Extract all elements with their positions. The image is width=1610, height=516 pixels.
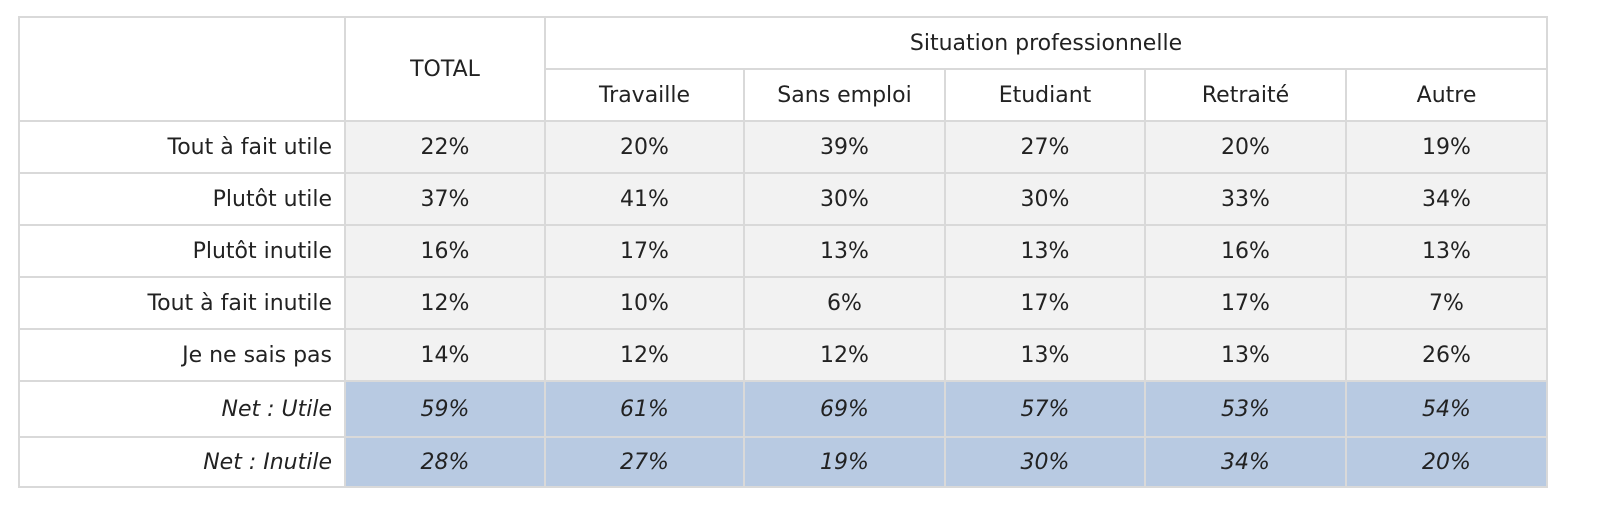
value-cell: 13% (743, 224, 946, 278)
value-cell: 30% (743, 172, 946, 226)
column-header: Travaille (544, 68, 745, 122)
value-cell: 69% (743, 380, 946, 438)
row-label: Net : Utile (18, 380, 346, 438)
total-value-cell: 14% (344, 328, 546, 382)
row-label: Plutôt inutile (18, 224, 346, 278)
total-header: TOTAL (344, 16, 546, 122)
total-value-cell: 22% (344, 120, 546, 174)
total-value-cell: 16% (344, 224, 546, 278)
column-header: Sans emploi (743, 68, 946, 122)
value-cell: 34% (1144, 436, 1347, 488)
value-cell: 39% (743, 120, 946, 174)
value-cell: 54% (1345, 380, 1548, 438)
total-value-cell: 12% (344, 276, 546, 330)
survey-table: TOTAL Situation professionnelle Travaill… (18, 16, 1548, 488)
column-header: Etudiant (944, 68, 1146, 122)
value-cell: 13% (1144, 328, 1347, 382)
table-row: Tout à fait utile 22% 20% 39% 27% 20% 19% (18, 120, 1548, 174)
total-value-cell: 37% (344, 172, 546, 226)
value-cell: 30% (944, 172, 1146, 226)
table-body: Tout à fait utile 22% 20% 39% 27% 20% 19% Plutô… (18, 120, 1548, 488)
net-row: Net : Utile 59% 61% 69% 57% 53% 54% (18, 380, 1548, 438)
row-label: Net : Inutile (18, 436, 346, 488)
value-cell: 61% (544, 380, 745, 438)
value-cell: 41% (544, 172, 745, 226)
column-header: Autre (1345, 68, 1548, 122)
group-header: Situation professionnelle (544, 16, 1548, 70)
value-cell: 17% (1144, 276, 1347, 330)
total-value-cell: 28% (344, 436, 546, 488)
value-cell: 33% (1144, 172, 1347, 226)
row-label: Plutôt utile (18, 172, 346, 226)
value-cell: 7% (1345, 276, 1548, 330)
value-cell: 12% (743, 328, 946, 382)
value-cell: 27% (944, 120, 1146, 174)
value-cell: 6% (743, 276, 946, 330)
value-cell: 20% (1345, 436, 1548, 488)
value-cell: 27% (544, 436, 745, 488)
value-cell: 13% (1345, 224, 1548, 278)
value-cell: 20% (544, 120, 745, 174)
table-row: Je ne sais pas 14% 12% 12% 13% 13% 26% (18, 328, 1548, 382)
corner-cell (18, 16, 346, 122)
value-cell: 57% (944, 380, 1146, 438)
table-row: Plutôt utile 37% 41% 30% 30% 33% 34% (18, 172, 1548, 226)
value-cell: 20% (1144, 120, 1347, 174)
value-cell: 26% (1345, 328, 1548, 382)
table-row: Plutôt inutile 16% 17% 13% 13% 16% 13% (18, 224, 1548, 278)
value-cell: 16% (1144, 224, 1347, 278)
value-cell: 17% (544, 224, 745, 278)
net-row: Net : Inutile 28% 27% 19% 30% 34% 20% (18, 436, 1548, 488)
column-header-row: Travaille Sans emploi Etudiant Retraité Autr… (19, 68, 1548, 122)
value-cell: 13% (944, 224, 1146, 278)
value-cell: 19% (1345, 120, 1548, 174)
value-cell: 10% (544, 276, 745, 330)
value-cell: 12% (544, 328, 745, 382)
value-cell: 13% (944, 328, 1146, 382)
value-cell: 30% (944, 436, 1146, 488)
column-header: Retraité (1144, 68, 1347, 122)
value-cell: 17% (944, 276, 1146, 330)
row-label: Tout à fait utile (18, 120, 346, 174)
table-row: Tout à fait inutile 12% 10% 6% 17% 17% 7% (18, 276, 1548, 330)
value-cell: 19% (743, 436, 946, 488)
row-label: Je ne sais pas (18, 328, 346, 382)
row-label: Tout à fait inutile (18, 276, 346, 330)
value-cell: 34% (1345, 172, 1548, 226)
value-cell: 53% (1144, 380, 1347, 438)
total-value-cell: 59% (344, 380, 546, 438)
